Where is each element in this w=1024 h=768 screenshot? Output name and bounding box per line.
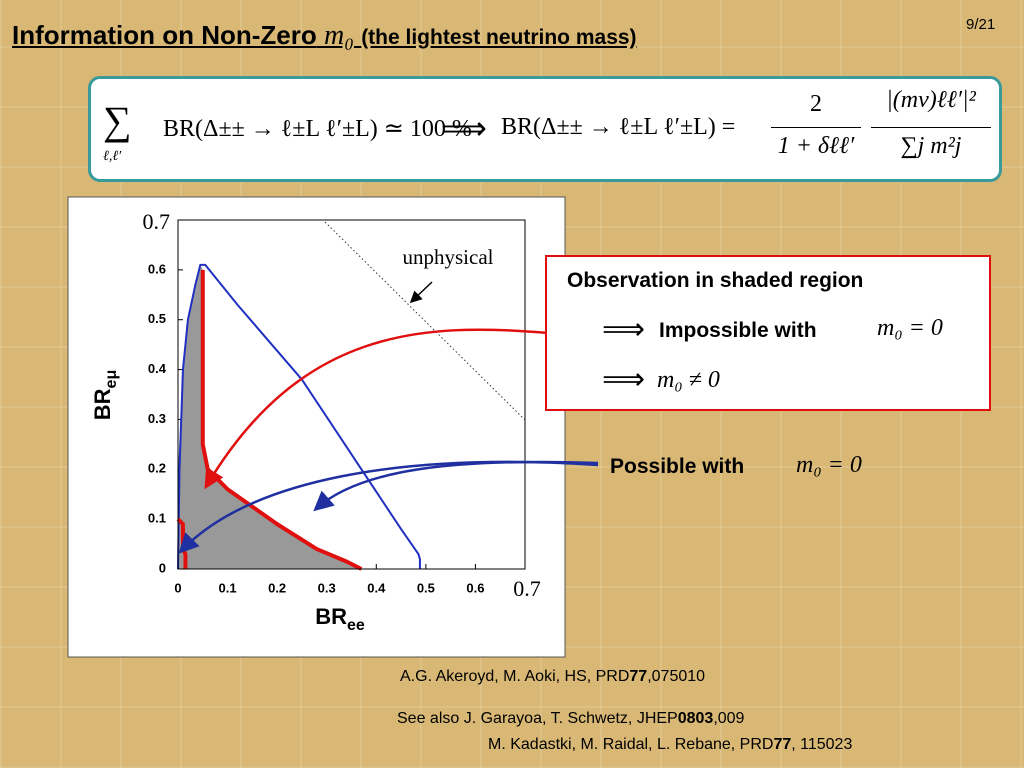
x-tick-label: 0.2 [268, 580, 286, 595]
unphysical-boundary [324, 221, 526, 421]
observation-box: Observation in shaded region ⟹ Impossibl… [545, 255, 991, 411]
implies: ⟹ [602, 363, 646, 396]
sum-sign: ∑ [103, 98, 132, 143]
annotation-arrow [409, 281, 433, 304]
ref-text: See also J. Garayoa, T. Schwetz, JHEP [397, 710, 678, 727]
reference: See also J. Garayoa, T. Schwetz, JHEP080… [397, 710, 744, 728]
y-tick-label: 0.7 [143, 209, 171, 234]
x-axis-label: BRee [315, 604, 365, 634]
plot-frame [177, 219, 526, 570]
pointer-arrow [204, 328, 549, 490]
ref-volume: 77 [773, 736, 792, 753]
x-tick-label: 0.7 [513, 576, 541, 601]
x-tick-label: 0.1 [219, 580, 237, 595]
frac-bar [871, 127, 991, 128]
y-tick-label: 0.4 [148, 361, 167, 376]
pointer-arrow [178, 460, 599, 554]
formula-left: BR(Δ±± → ℓ±L ℓ′±L) ≃ 100 % [163, 116, 472, 142]
ref-volume: 77 [629, 668, 648, 685]
y-tick-label: 0.1 [148, 511, 166, 526]
formula-right: BR(Δ±± → ℓ±L ℓ′±L) = [501, 114, 736, 140]
frac-num: 2 [810, 91, 822, 117]
implies: ⟹ [441, 110, 487, 146]
possible-math: m₀ = 0 [796, 452, 862, 478]
ref-text: , 115023 [791, 736, 853, 753]
y-tick-label: 0 [159, 560, 166, 575]
x-label-main: BR [315, 604, 347, 629]
frac-den: 1 + δℓℓ′ [777, 133, 855, 159]
line [177, 263, 421, 570]
box-text: Impossible with [659, 319, 817, 342]
frac-num: |(mν)ℓℓ′|² [886, 87, 976, 113]
sum-sub: ℓ,ℓ′ [103, 149, 122, 164]
plot-panel [67, 196, 566, 658]
ref-text: ,009 [713, 710, 745, 727]
title-math: m₀ [323, 20, 354, 51]
y-axis-label: BReμ [90, 370, 120, 420]
box-heading: Observation in shaded region [567, 269, 864, 292]
x-tick-label: 0.6 [466, 580, 484, 595]
title-text: Information on Non-Zero [12, 20, 317, 50]
y-tick-label: 0.6 [148, 261, 166, 276]
implies: ⟹ [602, 313, 646, 346]
page-number: 9/21 [966, 16, 996, 33]
x-tick-label: 0.5 [417, 580, 435, 595]
ref-volume: 0803 [677, 710, 714, 727]
x-label-sub: ee [347, 617, 365, 634]
frac-bar [771, 127, 861, 128]
formula-box: ∑ ℓ,ℓ′ BR(Δ±± → ℓ±L ℓ′±L) ≃ 100 % ⟹ BR(Δ… [88, 76, 1002, 182]
y-tick-label: 0.3 [148, 411, 166, 426]
box-math: m₀ ≠ 0 [657, 367, 720, 393]
x-tick-label: 0.3 [318, 580, 336, 595]
annotation: unphysical [403, 245, 494, 269]
line [200, 269, 363, 571]
y-tick-label: 0.2 [148, 461, 166, 476]
area [178, 264, 362, 569]
box-math: m₀ = 0 [877, 315, 943, 341]
y-tick-label: 0.5 [148, 311, 166, 326]
frac-den: ∑j m²j [900, 133, 962, 159]
title: Information on Non-Zero m₀ (the lightest… [12, 20, 637, 52]
x-tick-label: 0 [174, 580, 181, 595]
possible-text: Possible with [610, 455, 745, 478]
ref-text: ,075010 [647, 668, 706, 685]
ref-text: A.G. Akeroyd, M. Aoki, HS, PRD [400, 668, 630, 685]
title-rest: (the lightest neutrino mass) [361, 26, 637, 49]
x-tick-label: 0.4 [367, 580, 386, 595]
y-label-sub: eμ [103, 370, 120, 389]
reference: A.G. Akeroyd, M. Aoki, HS, PRD77,075010 [400, 668, 705, 686]
reference: M. Kadastki, M. Raidal, L. Rebane, PRD77… [488, 736, 852, 754]
ref-text: M. Kadastki, M. Raidal, L. Rebane, PRD [488, 736, 774, 753]
y-label-main: BR [90, 388, 115, 420]
